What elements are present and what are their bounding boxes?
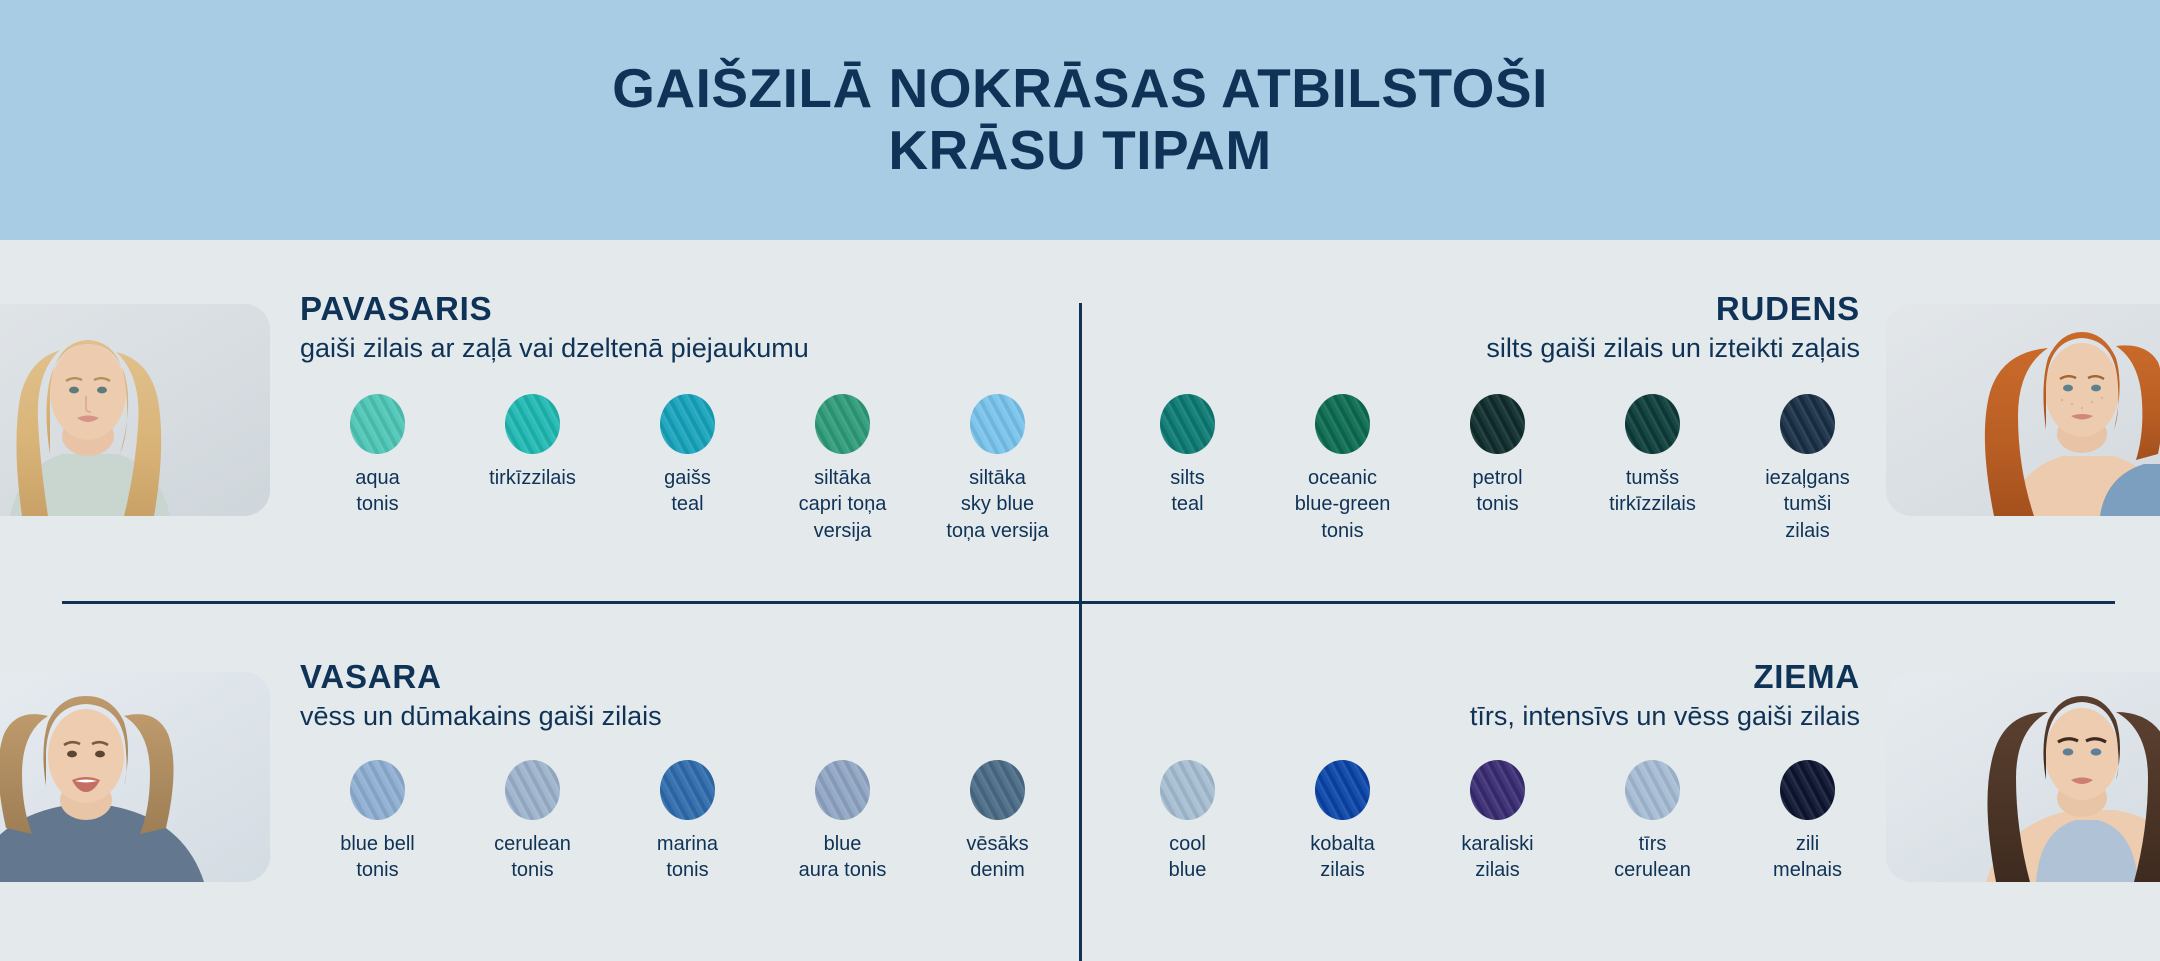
color-swatch-dot[interactable] [1625, 394, 1680, 454]
color-swatch-dot[interactable] [970, 394, 1025, 454]
color-swatch-dot[interactable] [815, 394, 870, 454]
season-title-vasara: VASARA [300, 658, 442, 695]
swatch-cell[interactable]: kobalta zilais [1265, 760, 1420, 884]
season-title-pavasaris: PAVASARIS [300, 290, 493, 327]
color-swatch-dot[interactable] [970, 760, 1025, 820]
season-description-ziema: tīrs, intensīvs un vēss gaiši zilais [1469, 701, 1860, 731]
color-swatch-label: blue bell tonis [340, 833, 415, 882]
swatch-cell[interactable]: gaišs teal [610, 394, 765, 544]
season-block-ziema: ZIEMA tīrs, intensīvs un vēss gaiši zila… [1100, 660, 1860, 734]
swatch-row-pavasaris: aqua tonis tirkīzzilais gaišs teal siltāka cap… [300, 394, 1100, 544]
season-block-rudens: RUDENS silts gaiši zilais un izteikti za… [1100, 292, 1860, 366]
season-title-ziema: ZIEMA [1753, 658, 1860, 695]
vertical-divider [1079, 303, 1082, 961]
swatch-cell[interactable]: siltāka capri toņa versija [765, 394, 920, 544]
swatch-cell[interactable]: silts teal [1110, 394, 1265, 544]
color-swatch-label: vēsāks denim [966, 833, 1029, 882]
color-swatch-label: blue aura tonis [798, 833, 887, 882]
swatch-cell[interactable]: tumšs tirkīzzilais [1575, 394, 1730, 544]
color-swatch-dot[interactable] [1625, 760, 1680, 820]
swatch-cell[interactable]: aqua tonis [300, 394, 455, 544]
swatch-cell[interactable]: tīrs cerulean [1575, 760, 1730, 884]
color-swatch-label: silts teal [1170, 467, 1205, 516]
color-swatch-label: siltāka capri toņa versija [798, 467, 887, 542]
horizontal-divider [62, 601, 2115, 604]
swatch-cell[interactable]: cerulean tonis [455, 760, 610, 884]
swatch-row-rudens: silts teal oceanic blue-green tonis petrol ton… [1110, 394, 1910, 544]
swatch-cell[interactable]: zili melnais [1730, 760, 1885, 884]
color-swatch-dot[interactable] [660, 394, 715, 454]
color-swatch-label: zili melnais [1773, 833, 1842, 882]
color-swatch-dot[interactable] [660, 760, 715, 820]
header-banner: GAIŠZILĀ NOKRĀSAS ATBILSTOŠI KRĀSU TIPAM [0, 0, 2160, 240]
color-swatch-label: petrol tonis [1472, 467, 1523, 516]
color-swatch-dot[interactable] [1315, 760, 1370, 820]
color-swatch-dot[interactable] [505, 760, 560, 820]
page-title-line-2: KRĀSU TIPAM [888, 119, 1272, 181]
color-swatch-dot[interactable] [350, 760, 405, 820]
color-swatch-dot[interactable] [1160, 394, 1215, 454]
swatch-cell[interactable]: siltāka sky blue toņa versija [920, 394, 1075, 544]
color-swatch-label: iezaļgans tumši zilais [1765, 467, 1850, 542]
color-swatch-dot[interactable] [1160, 760, 1215, 820]
swatch-cell[interactable]: blue bell tonis [300, 760, 455, 884]
color-swatch-label: tīrs cerulean [1614, 833, 1691, 882]
swatch-row-ziema: cool blue kobalta zilais karaliski zilais tīrs… [1110, 760, 1910, 884]
season-description-rudens: silts gaiši zilais un izteikti zaļais [1486, 333, 1860, 363]
page-title-line-1: GAIŠZILĀ NOKRĀSAS ATBILSTOŠI [612, 57, 1548, 120]
color-swatch-label: cool blue [1168, 833, 1207, 882]
color-swatch-label: oceanic blue-green tonis [1294, 467, 1391, 542]
page-title: GAIŠZILĀ NOKRĀSAS ATBILSTOŠI KRĀSU TIPAM [612, 58, 1548, 181]
photo-ziema [1886, 672, 2160, 882]
season-description-pavasaris: gaiši zilais ar zaļā vai dzeltenā piejau… [300, 333, 809, 363]
color-swatch-label: marina tonis [656, 833, 719, 882]
color-swatch-dot[interactable] [1315, 394, 1370, 454]
season-title-rudens: RUDENS [1715, 290, 1860, 327]
color-swatch-dot[interactable] [1780, 760, 1835, 820]
season-description-vasara: vēss un dūmakains gaiši zilais [300, 701, 662, 731]
color-swatch-label: tumšs tirkīzzilais [1609, 467, 1696, 516]
color-swatch-label: siltāka sky blue toņa versija [946, 467, 1049, 542]
color-swatch-dot[interactable] [1470, 760, 1525, 820]
color-swatch-label: aqua tonis [355, 467, 400, 516]
color-swatch-dot[interactable] [350, 394, 405, 454]
color-swatch-dot[interactable] [505, 394, 560, 454]
color-swatch-dot[interactable] [815, 760, 870, 820]
color-swatch-label: gaišs teal [664, 467, 711, 516]
season-block-vasara: VASARA vēss un dūmakains gaiši zilais [300, 660, 1060, 734]
photo-pavasaris [0, 304, 270, 516]
swatch-cell[interactable]: cool blue [1110, 760, 1265, 884]
color-swatch-label: cerulean tonis [494, 833, 571, 882]
photo-rudens [1886, 304, 2160, 516]
color-swatch-label: karaliski zilais [1461, 833, 1534, 882]
swatch-row-vasara: blue bell tonis cerulean tonis marina tonis bl… [300, 760, 1100, 884]
swatch-cell[interactable]: oceanic blue-green tonis [1265, 394, 1420, 544]
swatch-cell[interactable]: marina tonis [610, 760, 765, 884]
swatch-cell[interactable]: iezaļgans tumši zilais [1730, 394, 1885, 544]
season-block-pavasaris: PAVASARIS gaiši zilais ar zaļā vai dzelt… [300, 292, 1060, 366]
swatch-cell[interactable]: petrol tonis [1420, 394, 1575, 544]
swatch-cell[interactable]: vēsāks denim [920, 760, 1075, 884]
color-swatch-dot[interactable] [1780, 394, 1835, 454]
color-swatch-label: tirkīzzilais [489, 467, 576, 489]
swatch-cell[interactable]: tirkīzzilais [455, 394, 610, 544]
color-swatch-label: kobalta zilais [1310, 833, 1375, 882]
swatch-cell[interactable]: karaliski zilais [1420, 760, 1575, 884]
photo-vasara [0, 672, 270, 882]
swatch-cell[interactable]: blue aura tonis [765, 760, 920, 884]
color-swatch-dot[interactable] [1470, 394, 1525, 454]
